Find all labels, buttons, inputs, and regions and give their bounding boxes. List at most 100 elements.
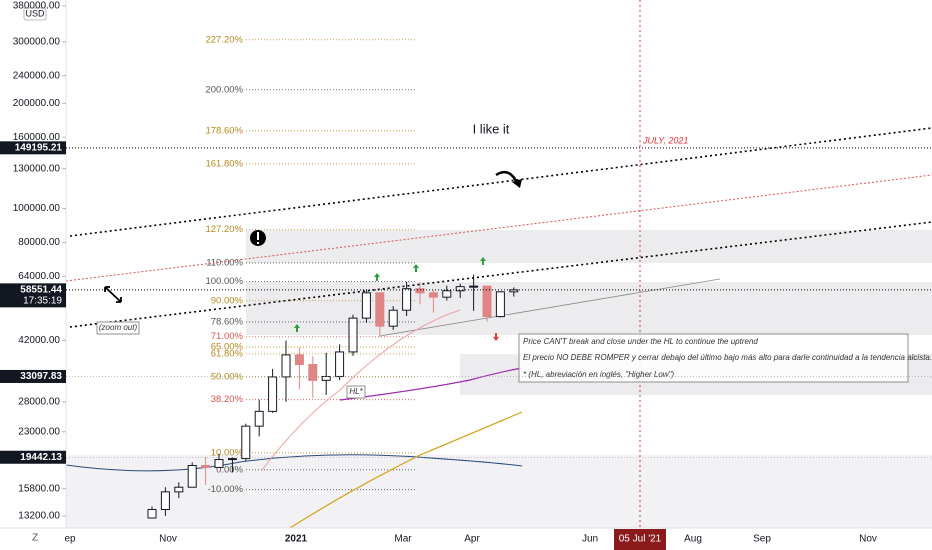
- zoom-label: (zoom out): [99, 323, 138, 332]
- axis-group: 380000.00 300000.00 240000.00 200000.00 1600…: [13, 1, 877, 550]
- fib-label: 110.00%: [206, 257, 243, 268]
- zoom-icon: [104, 286, 122, 303]
- month-label: JULY, 2021: [642, 135, 688, 145]
- candle-body: [294, 354, 304, 366]
- candle-body: [495, 291, 505, 318]
- candle-body: [388, 309, 398, 327]
- fib-label: 227.20%: [205, 34, 243, 45]
- hl-box: [346, 385, 366, 399]
- trend-line: [69, 127, 932, 237]
- time-axis: [0, 528, 932, 550]
- x-tick-label: Mar: [394, 534, 412, 545]
- x-tick-label: Apr: [464, 534, 480, 545]
- candle-body: [415, 288, 425, 294]
- zone: [246, 282, 932, 335]
- candle-body: [187, 465, 197, 488]
- candle-body: [442, 290, 452, 298]
- x-highlight: [614, 529, 666, 550]
- candle-body: [160, 491, 170, 511]
- candle-body: [348, 317, 358, 353]
- fib-label: 0.00%: [216, 464, 243, 475]
- y-tick-label: 300000.00: [13, 36, 61, 47]
- y-tick-label: 240000.00: [13, 70, 61, 81]
- note-line: * (HL, abreviación en inglés, "Higher Lo…: [523, 370, 674, 379]
- currency: USD: [25, 8, 45, 18]
- fib-label: 10.00%: [211, 447, 244, 458]
- price-tag-label: 149195.21: [15, 142, 63, 153]
- y-tick-label: 100000.00: [13, 203, 61, 214]
- headline: I like it: [473, 121, 510, 136]
- candle-body: [241, 425, 251, 460]
- fib-label: 71.00%: [211, 331, 244, 342]
- fib-label: 200.00%: [205, 84, 243, 95]
- fib-label: 100.00%: [205, 276, 243, 287]
- indicator-line: [339, 367, 523, 401]
- fib-label: 61.80%: [211, 348, 244, 359]
- fib-label: -10.00%: [208, 484, 244, 495]
- candle-group: [147, 274, 519, 519]
- indicator-line: [289, 411, 523, 529]
- y-tick-label: 13200.00: [18, 511, 60, 522]
- y-tick-label: 200000.00: [13, 98, 61, 109]
- fib-label: 50.00%: [211, 371, 244, 382]
- price-tag: [0, 369, 66, 383]
- x-tick-label: 2021: [285, 534, 308, 545]
- candle-body: [455, 286, 465, 292]
- hl-label: HL*: [349, 387, 363, 396]
- alert-icon: [257, 232, 259, 240]
- indicator-line: [261, 309, 461, 471]
- candle-body: [147, 509, 157, 519]
- price-tag: [0, 141, 66, 155]
- candle-body: [402, 288, 412, 311]
- candle-body: [482, 285, 492, 318]
- currency-box: [23, 7, 47, 21]
- fib-label: 38.20%: [211, 394, 244, 405]
- y-tick-label: 80000.00: [18, 237, 60, 248]
- price-tag-label: 19442.13: [20, 452, 62, 463]
- y-tick-label: 380000.00: [13, 1, 61, 12]
- up-arrow: [294, 324, 300, 332]
- price-tag-label: 58551.44: [20, 284, 62, 295]
- candle-body: [308, 364, 318, 381]
- fib-label: 78.60%: [211, 316, 244, 327]
- price-tag: [0, 450, 66, 464]
- price-tag-countdown: 17:35:19: [23, 295, 62, 306]
- candle-body: [321, 375, 331, 381]
- fib-label: 161.80%: [205, 158, 243, 169]
- y-tick-label: 160000.00: [13, 132, 61, 143]
- trend-line: [379, 278, 721, 337]
- fib-label: 65.00%: [211, 341, 244, 352]
- candle-body: [201, 465, 211, 468]
- fib-label: 178.60%: [205, 125, 243, 136]
- candle-body: [281, 354, 291, 378]
- candle-body: [174, 486, 184, 493]
- x-tick-label: ep: [64, 534, 76, 545]
- y-tick-label: 130000.00: [13, 163, 61, 174]
- y-tick-label: 64000.00: [18, 271, 60, 282]
- alert-icon: [257, 242, 259, 244]
- trend-line: [65, 174, 932, 282]
- y-tick-label: 15800.00: [18, 483, 60, 494]
- indicator-line: [65, 454, 523, 472]
- up-arrow: [413, 264, 419, 272]
- down-arrow: [493, 333, 499, 341]
- note-box: [518, 333, 909, 383]
- note-line: Price CAN'T break and close under the HL…: [523, 337, 758, 346]
- y-tick-label: 23000.00: [18, 426, 60, 437]
- y-tick-label: 42000.00: [18, 335, 60, 346]
- price-tag: [0, 283, 66, 308]
- candle-body: [361, 292, 371, 319]
- price-tag-label: 33097.83: [20, 371, 62, 382]
- fib-group: 227.20% 200.00% 178.60% 161.80% 127.20% 110.0…: [205, 34, 415, 495]
- candle-body: [268, 376, 278, 412]
- candle-body: [254, 410, 264, 427]
- x-tick-label: Aug: [684, 534, 702, 545]
- x-tick-label: Nov: [859, 534, 877, 545]
- up-arrow: [374, 273, 380, 281]
- x-tick-label: 05 Jul '21: [619, 534, 662, 545]
- up-arrow: [480, 257, 486, 265]
- zone: [246, 230, 932, 263]
- curved-arrow: [512, 179, 522, 188]
